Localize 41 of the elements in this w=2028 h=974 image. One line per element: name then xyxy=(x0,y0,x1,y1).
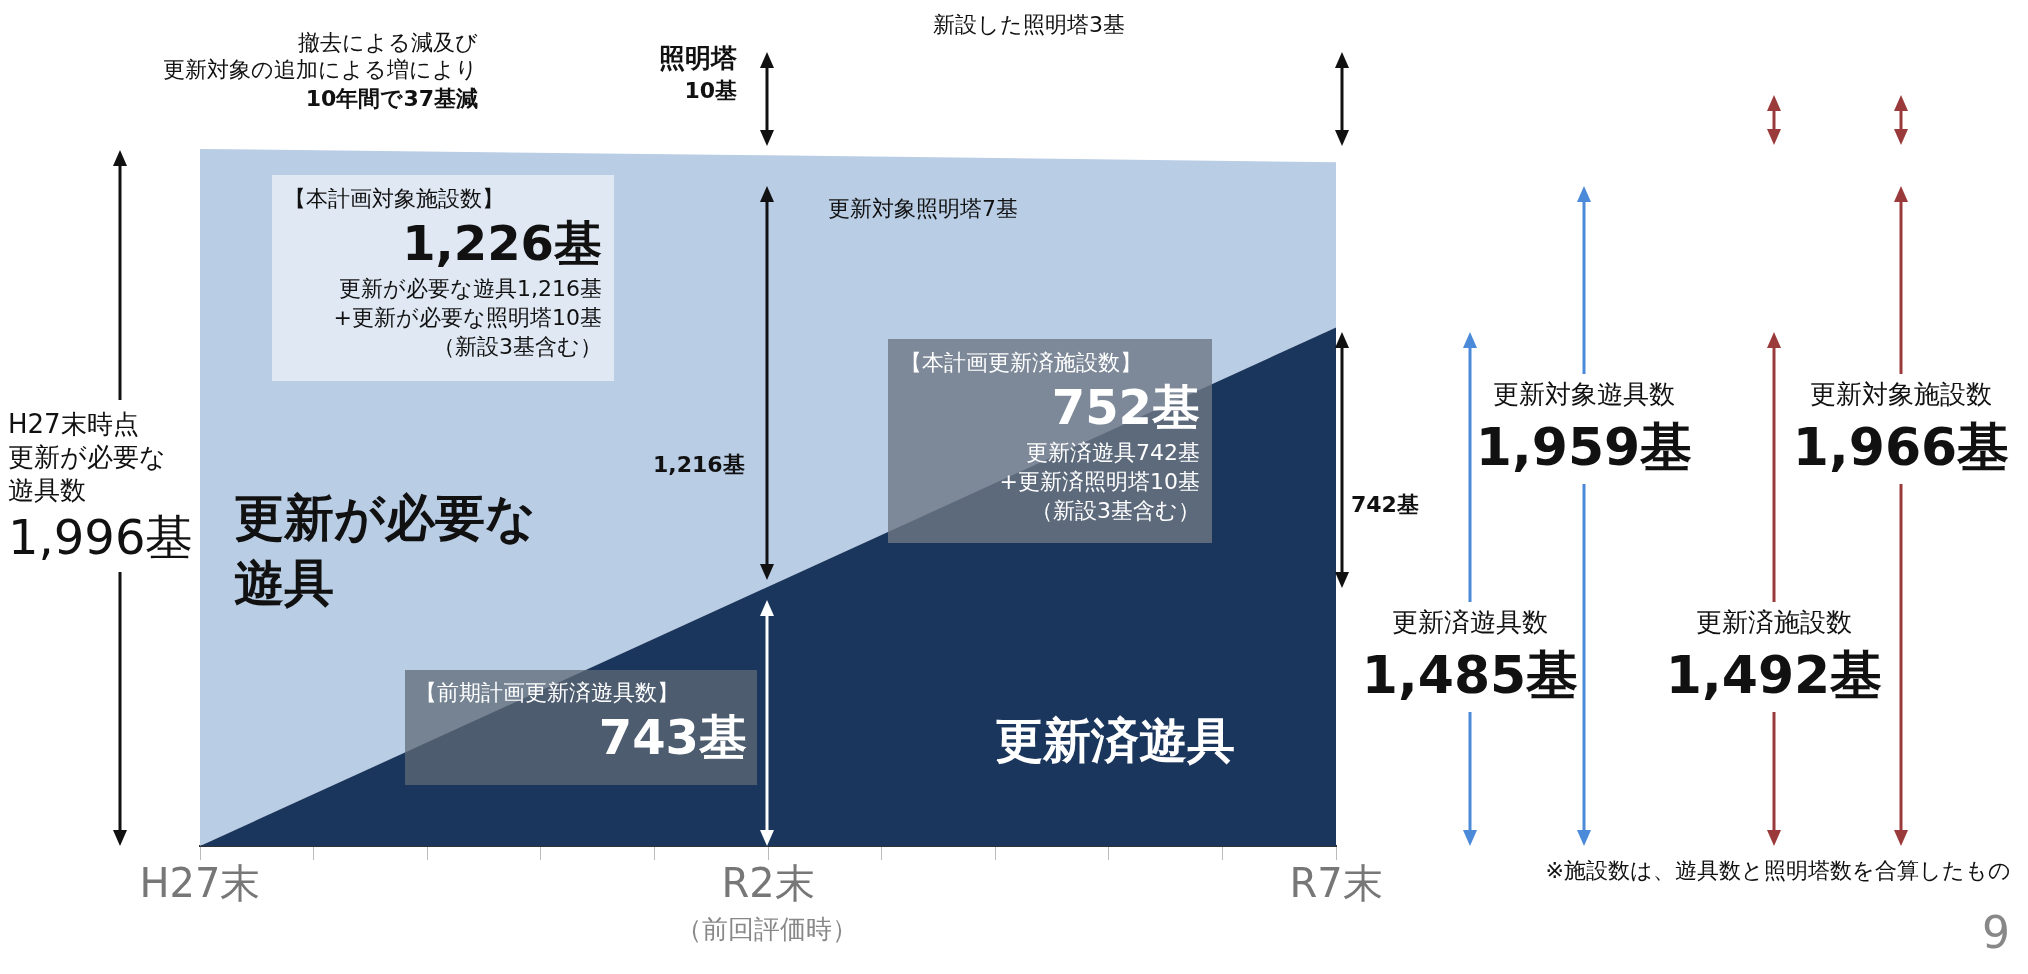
annotation: 1,226基 xyxy=(402,215,602,272)
text: 1,485基 xyxy=(1361,645,1579,706)
text: 新設した照明塔3基 xyxy=(933,12,1125,38)
x-tick-label: R2末 xyxy=(721,860,815,907)
annotation: （新設3基含む） xyxy=(1031,498,1200,524)
text: ※施設数は、遊具数と照明塔数を合算したもの xyxy=(1545,858,2011,884)
annotation: +更新が必要な照明塔10基 xyxy=(333,305,602,331)
annotation: 【本計画更新済施設数】 xyxy=(900,350,1142,376)
text: 10年間で37基減 xyxy=(305,86,478,112)
annotation: 更新が必要な遊具1,216基 xyxy=(339,276,602,302)
text: 1,996基 xyxy=(8,509,194,566)
annotation: +更新済照明塔10基 xyxy=(999,469,1200,495)
text: 10基 xyxy=(684,78,737,104)
series-label: 更新が必要な遊具 xyxy=(234,489,537,613)
series-label: 更新済遊具 xyxy=(995,712,1236,769)
text: 照明塔 xyxy=(659,43,737,74)
text: 遊具数 xyxy=(8,475,86,506)
text: 1,966基 xyxy=(1792,417,2010,478)
text: 1,959基 xyxy=(1475,417,1693,478)
annotation: （新設3基含む） xyxy=(433,334,602,360)
x-tick-label: R7末 xyxy=(1289,860,1383,907)
text: 9 xyxy=(1982,907,2010,959)
text: 撤去による減及び xyxy=(298,30,478,56)
text: 更新対象遊具数 xyxy=(1493,379,1675,410)
annotation: 【前期計画更新済遊具数】 xyxy=(415,680,679,706)
annotation: 752基 xyxy=(1051,379,1200,436)
text: 更新対象の追加による増により xyxy=(163,57,478,83)
text: （前回評価時） xyxy=(676,914,858,945)
annotation: 743基 xyxy=(598,709,747,766)
annotation: 【本計画対象施設数】 xyxy=(284,186,504,212)
annotation: 1,216基 xyxy=(653,452,745,478)
text: 更新済施設数 xyxy=(1696,607,1852,638)
text: 更新対象施設数 xyxy=(1810,379,1992,410)
annotation: 更新済遊具742基 xyxy=(1026,440,1200,466)
x-tick-label: H27末 xyxy=(139,860,261,907)
text: 更新が必要な xyxy=(8,442,166,473)
text: 742基 xyxy=(1351,492,1419,518)
text: 1,492基 xyxy=(1665,645,1883,706)
text: H27末時点 xyxy=(8,409,139,440)
text: 更新済遊具数 xyxy=(1392,607,1548,638)
annotation: 更新対象照明塔7基 xyxy=(828,196,1018,222)
